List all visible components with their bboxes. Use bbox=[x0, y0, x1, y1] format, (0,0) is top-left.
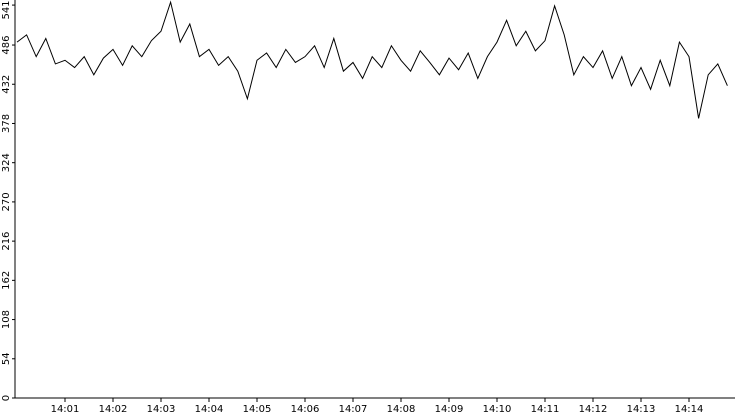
x-tick-label: 14:06 bbox=[291, 404, 320, 415]
x-tick-label: 14:11 bbox=[531, 404, 560, 415]
x-tick-label: 14:13 bbox=[627, 404, 656, 415]
y-tick-label: 432 bbox=[1, 75, 12, 94]
x-tick-label: 14:09 bbox=[435, 404, 464, 415]
y-tick-label: 486 bbox=[1, 35, 12, 54]
y-tick-label: 108 bbox=[1, 310, 12, 329]
y-tick-label: 270 bbox=[1, 192, 12, 211]
x-tick-label: 14:02 bbox=[99, 404, 128, 415]
x-tick-label: 14:14 bbox=[675, 404, 704, 415]
data-line bbox=[16, 0, 728, 119]
y-tick-label: 378 bbox=[1, 114, 12, 133]
x-tick-label: 14:04 bbox=[195, 404, 224, 415]
y-tick-label: 324 bbox=[1, 153, 12, 172]
x-tick-label: 14:03 bbox=[147, 404, 176, 415]
y-tick-label: 216 bbox=[1, 232, 12, 251]
x-tick-label: 14:01 bbox=[51, 404, 80, 415]
x-tick-label: 14:07 bbox=[339, 404, 368, 415]
x-tick-label: 14:10 bbox=[483, 404, 512, 415]
y-tick-label: 54 bbox=[1, 352, 12, 365]
x-tick-label: 14:12 bbox=[579, 404, 608, 415]
y-tick-label: 0 bbox=[1, 395, 12, 401]
y-tick-label: 162 bbox=[1, 271, 12, 290]
x-tick-label: 14:08 bbox=[387, 404, 416, 415]
x-tick-label: 14:05 bbox=[243, 404, 272, 415]
y-tick-label: 541 bbox=[1, 0, 12, 19]
